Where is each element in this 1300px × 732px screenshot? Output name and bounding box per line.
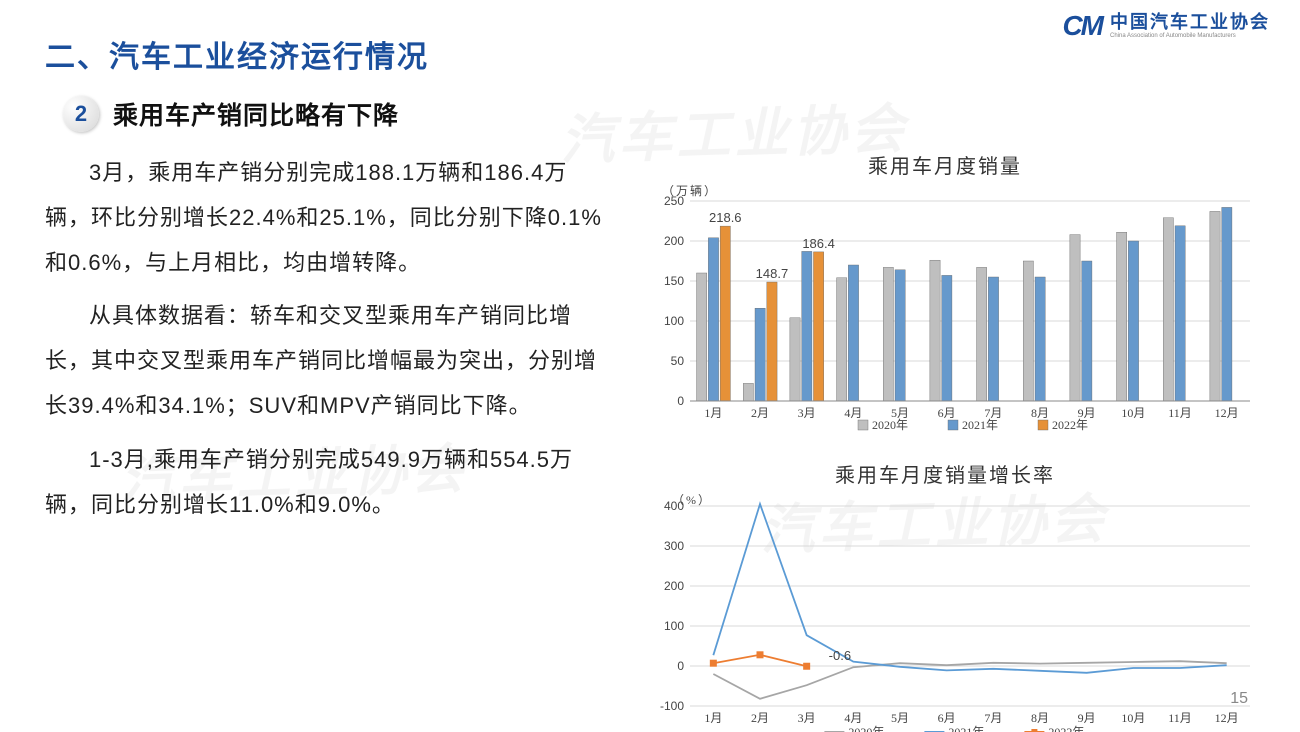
svg-text:-100: -100 — [660, 699, 684, 713]
svg-text:4月: 4月 — [844, 406, 862, 420]
svg-text:（万辆）: （万辆） — [662, 184, 718, 198]
line-chart-svg: -1000100200300400（%）1月2月3月4月5月6月7月8月9月10… — [630, 492, 1260, 732]
svg-text:0: 0 — [677, 659, 684, 673]
svg-text:100: 100 — [664, 314, 684, 328]
line-chart-title: 乘用车月度销量增长率 — [630, 459, 1260, 488]
logo-en: China Association of Automobile Manufact… — [1110, 33, 1270, 40]
svg-text:2021年: 2021年 — [948, 725, 984, 732]
svg-text:2020年: 2020年 — [872, 418, 908, 432]
bar-chart: 乘用车月度销量 050100150200250（万辆）1月2月3月4月5月6月7… — [630, 150, 1260, 449]
paragraph: 从具体数据看：轿车和交叉型乘用车产销同比增长，其中交叉型乘用车产销同比增幅最为突… — [45, 293, 605, 428]
svg-text:2020年: 2020年 — [848, 725, 884, 732]
bar-chart-svg: 050100150200250（万辆）1月2月3月4月5月6月7月8月9月10月… — [630, 183, 1260, 449]
line-chart: 乘用车月度销量增长率 -1000100200300400（%）1月2月3月4月5… — [630, 459, 1260, 732]
subtitle-badge: 2 — [63, 96, 99, 132]
svg-text:2月: 2月 — [751, 406, 769, 420]
svg-text:8月: 8月 — [1031, 406, 1049, 420]
paragraph: 1-3月,乘用车产销分别完成549.9万辆和554.5万辆，同比分别增长11.0… — [45, 437, 605, 527]
svg-text:12月: 12月 — [1215, 711, 1239, 725]
bar-chart-title: 乘用车月度销量 — [630, 150, 1260, 179]
subtitle-row: 2 乘用车产销同比略有下降 — [63, 96, 1260, 132]
svg-text:100: 100 — [664, 619, 684, 633]
svg-text:10月: 10月 — [1121, 406, 1145, 420]
svg-text:11月: 11月 — [1168, 711, 1192, 725]
svg-text:218.6: 218.6 — [709, 210, 742, 225]
subtitle-text: 乘用车产销同比略有下降 — [113, 96, 399, 132]
svg-text:200: 200 — [664, 579, 684, 593]
svg-text:2022年: 2022年 — [1048, 725, 1084, 732]
svg-text:-0.6: -0.6 — [829, 648, 851, 663]
svg-text:300: 300 — [664, 539, 684, 553]
svg-text:1月: 1月 — [704, 406, 722, 420]
svg-text:7月: 7月 — [984, 711, 1002, 725]
svg-text:3月: 3月 — [798, 406, 816, 420]
svg-text:8月: 8月 — [1031, 711, 1049, 725]
svg-text:1月: 1月 — [704, 711, 722, 725]
svg-text:10月: 10月 — [1121, 711, 1145, 725]
svg-text:200: 200 — [664, 234, 684, 248]
svg-text:148.7: 148.7 — [756, 266, 789, 281]
page-number: 15 — [1230, 690, 1248, 708]
svg-text:（%）: （%） — [672, 493, 712, 507]
svg-text:5月: 5月 — [891, 711, 909, 725]
svg-text:3月: 3月 — [798, 711, 816, 725]
svg-text:12月: 12月 — [1215, 406, 1239, 420]
svg-text:11月: 11月 — [1168, 406, 1192, 420]
org-logo: CM 中国汽车工业协会 China Association of Automob… — [1062, 10, 1270, 42]
svg-text:50: 50 — [671, 354, 685, 368]
logo-mark: CM — [1062, 10, 1102, 42]
svg-text:9月: 9月 — [1078, 711, 1096, 725]
svg-text:186.4: 186.4 — [802, 236, 835, 251]
svg-text:150: 150 — [664, 274, 684, 288]
svg-text:6月: 6月 — [938, 406, 956, 420]
svg-text:2月: 2月 — [751, 711, 769, 725]
svg-text:0: 0 — [677, 394, 684, 408]
paragraph: 3月，乘用车产销分别完成188.1万辆和186.4万辆，环比分别增长22.4%和… — [45, 150, 605, 285]
logo-cn: 中国汽车工业协会 — [1110, 13, 1270, 33]
svg-text:2022年: 2022年 — [1052, 418, 1088, 432]
body-text: 3月，乘用车产销分别完成188.1万辆和186.4万辆，环比分别增长22.4%和… — [45, 150, 605, 732]
svg-text:4月: 4月 — [844, 711, 862, 725]
svg-text:2021年: 2021年 — [962, 418, 998, 432]
svg-text:6月: 6月 — [938, 711, 956, 725]
